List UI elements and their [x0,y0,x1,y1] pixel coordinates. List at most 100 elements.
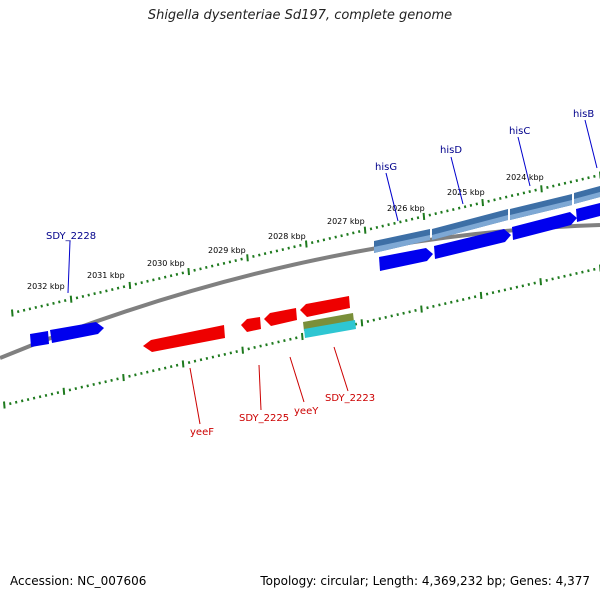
outer-tick [305,240,308,248]
inner-tick [14,400,18,404]
outer-tick [187,268,190,276]
outer-tick [428,213,432,217]
outer-tick [352,231,355,235]
outer-tick [16,310,20,314]
outer-tick [111,288,114,292]
outer-tick [493,198,496,202]
outer-tick [222,261,226,265]
inner-tick [229,351,233,355]
inner-tick [575,271,578,275]
inner-tick [158,367,161,371]
outer-tick [205,265,208,269]
outer-tick [152,278,155,282]
outer-tick [210,264,214,268]
inner-tick [450,300,453,304]
outer-tick [487,199,490,203]
outer-tick [58,300,61,304]
inner-tick [396,313,399,317]
rna-feature-cyan[interactable] [304,320,356,338]
gene-SDY_2228-upstream[interactable] [30,331,49,347]
rna-feature-olive[interactable] [303,313,354,331]
outer-tick [534,188,537,192]
outer-tick [228,260,232,264]
gene-label-hisD: hisD [440,145,462,156]
kbp-2027-label: 2027 kbp [327,217,365,226]
outer-tick [234,259,237,263]
inner-tick [390,314,393,318]
inner-tick [3,401,6,409]
inner-tick [485,292,489,296]
outer-tick [510,194,514,198]
inner-tick [515,285,519,289]
outer-tick [181,271,185,275]
inner-tick [461,298,465,302]
inner-tick [402,311,405,315]
inner-tick [193,359,197,363]
gene-hisG[interactable] [379,248,433,271]
inner-tick [360,319,364,327]
inner-tick [116,377,119,381]
inner-tick [56,391,60,395]
inner-tick [128,374,131,378]
gene-label-hisG: hisG [375,162,397,173]
inner-tick [134,373,137,377]
inner-tick [92,382,95,386]
outer-tick [469,203,473,207]
gene-yeeF[interactable] [143,325,225,352]
outer-tick [116,286,120,290]
outer-tick [528,190,531,194]
outer-tick [287,246,290,250]
gene-yeeY[interactable] [264,308,297,326]
leader-hisC [517,136,531,187]
inner-tick [98,381,101,385]
leader-hisD [450,156,464,205]
inner-tick [378,317,382,321]
outer-tick [28,307,32,311]
inner-tick [68,388,72,392]
inner-tick [366,319,370,323]
outer-tick [11,309,14,317]
inner-tick [223,352,227,356]
kbp-2031-label: 2031 kbp [87,271,125,280]
outer-tick [334,235,337,239]
inner-tick [247,347,250,351]
inner-tick [217,354,221,358]
outer-tick [375,225,379,229]
gene-hisD[interactable] [434,229,511,259]
inner-tick [551,277,554,281]
inner-tick [163,366,167,370]
outer-tick [363,226,367,234]
inner-tick [86,384,89,388]
outer-tick [46,303,49,307]
leader-SDY_2225 [258,364,262,411]
his-operon-band-highlight [510,200,572,220]
inner-tick [444,302,447,306]
outer-tick [275,249,279,253]
gene-SDY_2225[interactable] [241,317,261,332]
inner-tick [503,288,507,292]
outer-tick [246,254,249,262]
gene-hisB[interactable] [576,203,600,222]
gene-label-SDY_2225: SDY_2225 [239,413,289,424]
inner-tick [432,304,435,308]
inner-tick [211,355,215,359]
inner-tick [50,392,54,396]
gene-hisC[interactable] [512,212,577,240]
inner-tick-track [3,264,600,409]
inner-tick [259,344,262,348]
inner-tick [587,269,590,273]
inner-tick [140,371,143,375]
outer-tick [563,181,567,185]
outer-tick [581,177,584,181]
gene-SDY_2228[interactable] [50,322,104,343]
outer-tick [569,180,573,184]
inner-tick [479,291,483,299]
inner-tick [372,318,376,322]
outer-tick [452,208,455,212]
outer-tick [504,195,508,199]
outer-tick [134,282,138,286]
inner-tick [152,369,155,373]
inner-tick [265,343,268,347]
gene-SDY_2223-red[interactable] [300,296,350,317]
his-operon-band-highlight [432,215,508,240]
